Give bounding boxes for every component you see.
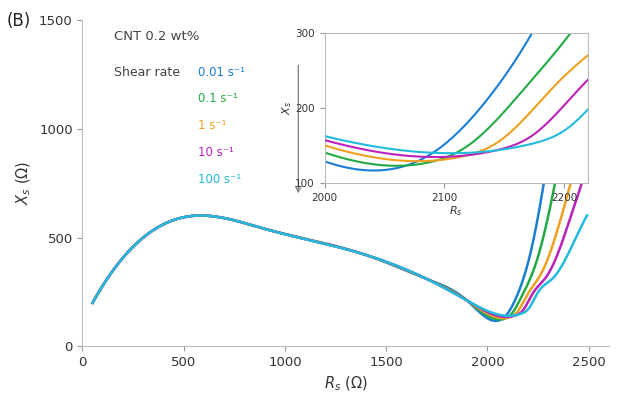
Text: Shear rate: Shear rate <box>114 66 180 79</box>
Text: 100 s⁻¹: 100 s⁻¹ <box>198 173 241 186</box>
X-axis label: $R_s$ (Ω): $R_s$ (Ω) <box>324 375 368 393</box>
Text: 10 s⁻¹: 10 s⁻¹ <box>198 146 234 159</box>
Text: 1 s⁻¹: 1 s⁻¹ <box>198 119 227 132</box>
Text: CNT 0.2 wt%: CNT 0.2 wt% <box>114 30 200 43</box>
Text: 0.1 s⁻¹: 0.1 s⁻¹ <box>198 93 238 105</box>
Y-axis label: $X_s$ (Ω): $X_s$ (Ω) <box>15 161 34 205</box>
Text: (B): (B) <box>6 12 31 30</box>
Text: 0.01 s⁻¹: 0.01 s⁻¹ <box>198 66 245 79</box>
